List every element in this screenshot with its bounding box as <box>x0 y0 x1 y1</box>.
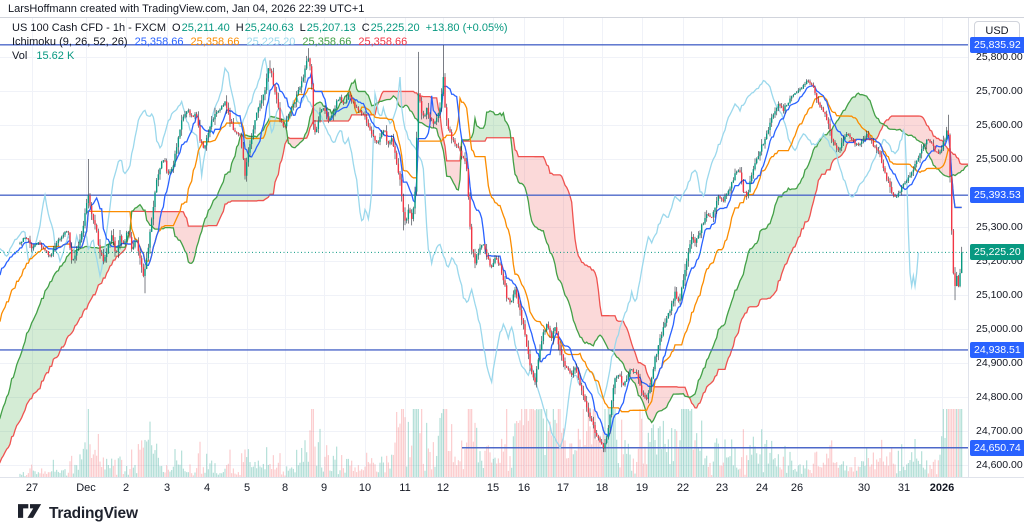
level-price-badge: 24,650.74 <box>970 439 1024 456</box>
time-tick: 10 <box>358 482 372 494</box>
time-tick: Dec <box>76 482 96 494</box>
time-axis[interactable]: 27 Dec 2 3 4 5 8 9 10 11 12 15 16 17 18 19 22 23 24 26 30 31 2… <box>0 477 1024 498</box>
ichimoku-value: 25,358.66 <box>190 36 240 48</box>
time-tick: 2 <box>122 482 130 494</box>
time-tick: 11 <box>399 482 411 494</box>
time-tick: 3 <box>163 482 171 494</box>
level-price-badge: 24,938.51 <box>970 341 1024 358</box>
tradingview-logo-text: TradingView <box>49 504 138 522</box>
time-tick: 12 <box>436 482 450 494</box>
ohlc-letter: L <box>299 22 306 34</box>
time-tick: 22 <box>676 482 690 494</box>
time-tick: 5 <box>243 482 251 494</box>
time-tick: 16 <box>517 482 531 494</box>
ohlc-letter: O <box>172 22 181 34</box>
volume-value: 15.62 K <box>36 50 75 62</box>
time-tick: 31 <box>897 482 911 494</box>
price-tick: 25,800.00 <box>976 51 1023 63</box>
symbol-title[interactable]: US 100 Cash CFD - 1h - FXCM <box>12 22 167 34</box>
price-tick: 25,600.00 <box>976 119 1023 131</box>
legend-volume-row[interactable]: Vol 15.62 K <box>12 49 508 63</box>
price-tick: 24,800.00 <box>976 391 1023 403</box>
time-tick: 15 <box>486 482 500 494</box>
indicator-params: (9, 26, 52, 26) <box>59 36 128 48</box>
time-tick: 19 <box>635 482 649 494</box>
time-tick: 17 <box>556 482 570 494</box>
chart-canvas[interactable] <box>0 18 968 477</box>
price-tick: 25,100.00 <box>976 289 1023 301</box>
price-tick: 25,300.00 <box>976 221 1023 233</box>
ohlc-values: O25,211.40 H25,240.63 L25,207.13 C25,225.20 <box>166 22 420 34</box>
ichimoku-value: 25,358.66 <box>358 36 408 48</box>
time-tick: 4 <box>203 482 211 494</box>
ichimoku-value: 25,358.66 <box>302 36 352 48</box>
time-tick: 27 <box>25 482 39 494</box>
time-tick: 26 <box>790 482 804 494</box>
ohlc-value: 25,240.63 <box>244 22 294 34</box>
level-price-badge: 25,393.53 <box>970 187 1024 204</box>
time-tick: 24 <box>755 482 769 494</box>
level-price-badge: 25,835.92 <box>970 36 1024 53</box>
chart-top-border <box>0 17 1024 18</box>
tradingview-logo[interactable]: TradingView <box>18 503 138 524</box>
price-tick: 24,700.00 <box>976 425 1023 437</box>
currency-button[interactable]: USD <box>974 21 1020 41</box>
last-price-badge: 25,225.20 <box>970 244 1024 261</box>
ichimoku-value: 25,358.66 <box>134 36 184 48</box>
attribution-text: LarsHoffmann created with TradingView.co… <box>8 3 365 15</box>
tradingview-logo-icon <box>18 503 42 524</box>
ohlc-letter: H <box>235 22 244 34</box>
ichimoku-value: 25,225.20 <box>246 36 296 48</box>
time-tick: 18 <box>595 482 609 494</box>
volume-label: Vol <box>12 50 28 62</box>
price-tick: 24,900.00 <box>976 357 1023 369</box>
price-tick: 25,000.00 <box>976 323 1023 335</box>
indicator-name[interactable]: Ichimoku <box>12 36 57 48</box>
legend-indicator-row[interactable]: Ichimoku (9, 26, 52, 26) 25,358.66 25,358.… <box>12 35 508 49</box>
legend-symbol-row[interactable]: US 100 Cash CFD - 1h - FXCM O25,211.40 H25… <box>12 21 508 35</box>
ohlc-value: 25,225.20 <box>370 22 420 34</box>
change-value: +13.80 (+0.05%) <box>425 22 508 34</box>
price-axis[interactable]: USD 25,800.00 25,700.00 25,600.00 25,500.00… <box>968 18 1024 497</box>
price-tick: 24,600.00 <box>976 459 1023 471</box>
time-tick: 30 <box>857 482 871 494</box>
time-tick: 8 <box>281 482 289 494</box>
price-tick: 25,700.00 <box>976 85 1023 97</box>
price-tick: 25,500.00 <box>976 153 1023 165</box>
ohlc-value: 25,207.13 <box>306 22 356 34</box>
time-tick: 2026 <box>929 482 955 494</box>
chart-legend: US 100 Cash CFD - 1h - FXCM O25,211.40 H25… <box>12 21 508 63</box>
ohlc-value: 25,211.40 <box>181 22 230 34</box>
ohlc-letter: C <box>361 22 370 34</box>
indicator-values: 25,358.66 25,358.66 25,225.20 25,358.66 25,3… <box>128 36 408 48</box>
time-tick: 9 <box>320 482 328 494</box>
time-tick: 23 <box>715 482 729 494</box>
